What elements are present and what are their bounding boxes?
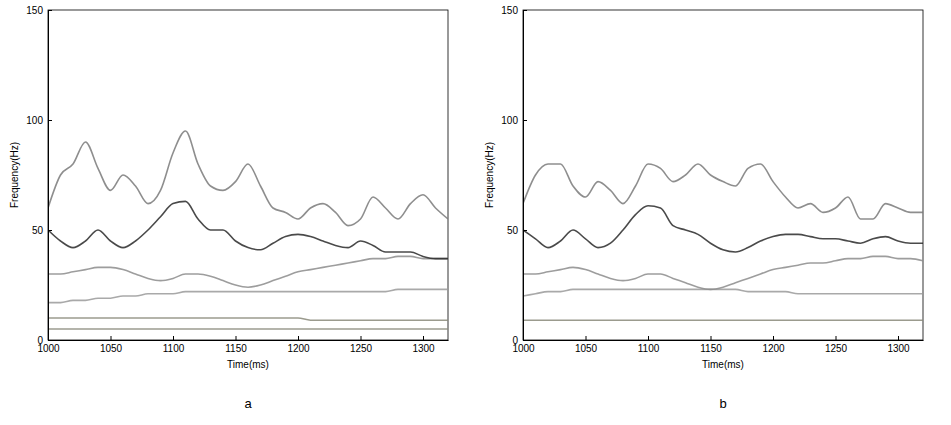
axis-line [48, 11, 49, 341]
tick-label: 1050 [100, 343, 123, 354]
tick-mark [48, 10, 52, 11]
tick-mark [236, 336, 237, 340]
tick-mark [523, 10, 527, 11]
ridge-line [48, 256, 448, 287]
tick: 150 [501, 5, 527, 16]
y-axis: 0 50 100 150 [501, 5, 527, 346]
ridge-line [48, 289, 448, 302]
tick-label: 1100 [163, 343, 185, 354]
tick-mark [836, 336, 837, 340]
axis-line [49, 340, 449, 341]
tick: 1300 [412, 336, 435, 354]
plot-frame [523, 10, 923, 340]
tick-label: 1250 [825, 343, 848, 354]
x-axis-title: Time(ms) [702, 359, 744, 370]
ridge-line [48, 131, 448, 226]
tick-label: 1200 [762, 343, 785, 354]
tick-label: 150 [26, 5, 43, 16]
tick: 1150 [225, 336, 247, 354]
tick-label: 1200 [287, 343, 310, 354]
tick-label: 1150 [700, 343, 722, 354]
tick-mark [523, 230, 527, 231]
tick-label: 1250 [350, 343, 373, 354]
ridge-line [523, 319, 923, 321]
tick: 150 [26, 5, 52, 16]
ridge-line [523, 164, 923, 219]
tick: 1100 [638, 336, 660, 354]
tick: 100 [501, 115, 527, 126]
tick-mark [298, 336, 299, 340]
ridge-line [523, 256, 923, 289]
axis-line [523, 11, 524, 341]
y-axis-title: Frequency(Hz) [484, 142, 495, 208]
ridge-line [48, 328, 448, 330]
tick-mark [523, 120, 527, 121]
plot-frame [48, 10, 448, 340]
tick: 1050 [100, 336, 123, 354]
tick-mark [648, 336, 649, 340]
tick-label: 100 [26, 115, 43, 126]
tick: 1300 [887, 336, 910, 354]
panel-caption: a [244, 396, 252, 411]
tick: 1150 [700, 336, 722, 354]
tick-label: 1150 [225, 343, 247, 354]
x-axis: 1000105011001150120012501300 [512, 336, 923, 354]
tick-mark [361, 336, 362, 340]
tick-label: 0 [37, 335, 43, 346]
tick-label: 1050 [575, 343, 598, 354]
ridge-line [523, 289, 923, 296]
tick-mark [48, 230, 52, 231]
panel-caption: b [719, 396, 726, 411]
tick-mark [173, 336, 174, 340]
tick: 1200 [287, 336, 310, 354]
ridge-line [523, 206, 923, 252]
tick: 1200 [762, 336, 785, 354]
tick-mark [48, 340, 52, 341]
tick: 1100 [163, 336, 185, 354]
y-axis: 0 50 100 150 [26, 5, 52, 346]
tick-mark [111, 336, 112, 340]
tick-label: 1100 [638, 343, 660, 354]
y-axis-title: Frequency(Hz) [9, 142, 20, 208]
tick: 1050 [575, 336, 598, 354]
panel: 1000105011001150120012501300050100150Tim… [484, 5, 924, 411]
tick: 100 [26, 115, 52, 126]
tick: 0 [37, 335, 52, 346]
tick-mark [773, 336, 774, 340]
x-axis-title: Time(ms) [227, 359, 269, 370]
tick: 50 [32, 225, 52, 236]
tick-label: 100 [501, 115, 518, 126]
tick-label: 1300 [887, 343, 910, 354]
axis-line [524, 340, 924, 341]
tick-mark [711, 336, 712, 340]
tick: 1250 [825, 336, 848, 354]
tick: 1250 [350, 336, 373, 354]
tick-mark [48, 120, 52, 121]
tick-label: 50 [32, 225, 44, 236]
tick-mark [898, 336, 899, 340]
tick-mark [423, 336, 424, 340]
tick-label: 50 [507, 225, 519, 236]
tick-mark [523, 340, 527, 341]
ridges [523, 164, 923, 320]
tick: 50 [507, 225, 527, 236]
panel: 1000105011001150120012501300050100150Tim… [9, 5, 449, 411]
tick: 0 [512, 335, 527, 346]
tick-label: 0 [512, 335, 518, 346]
ridge-line [48, 318, 448, 320]
tick-label: 1300 [412, 343, 435, 354]
tick-mark [586, 336, 587, 340]
figure: 1000105011001150120012501300050100150Tim… [0, 0, 951, 425]
ridges [48, 131, 448, 329]
tick-label: 150 [501, 5, 518, 16]
x-axis: 1000105011001150120012501300 [37, 336, 448, 354]
